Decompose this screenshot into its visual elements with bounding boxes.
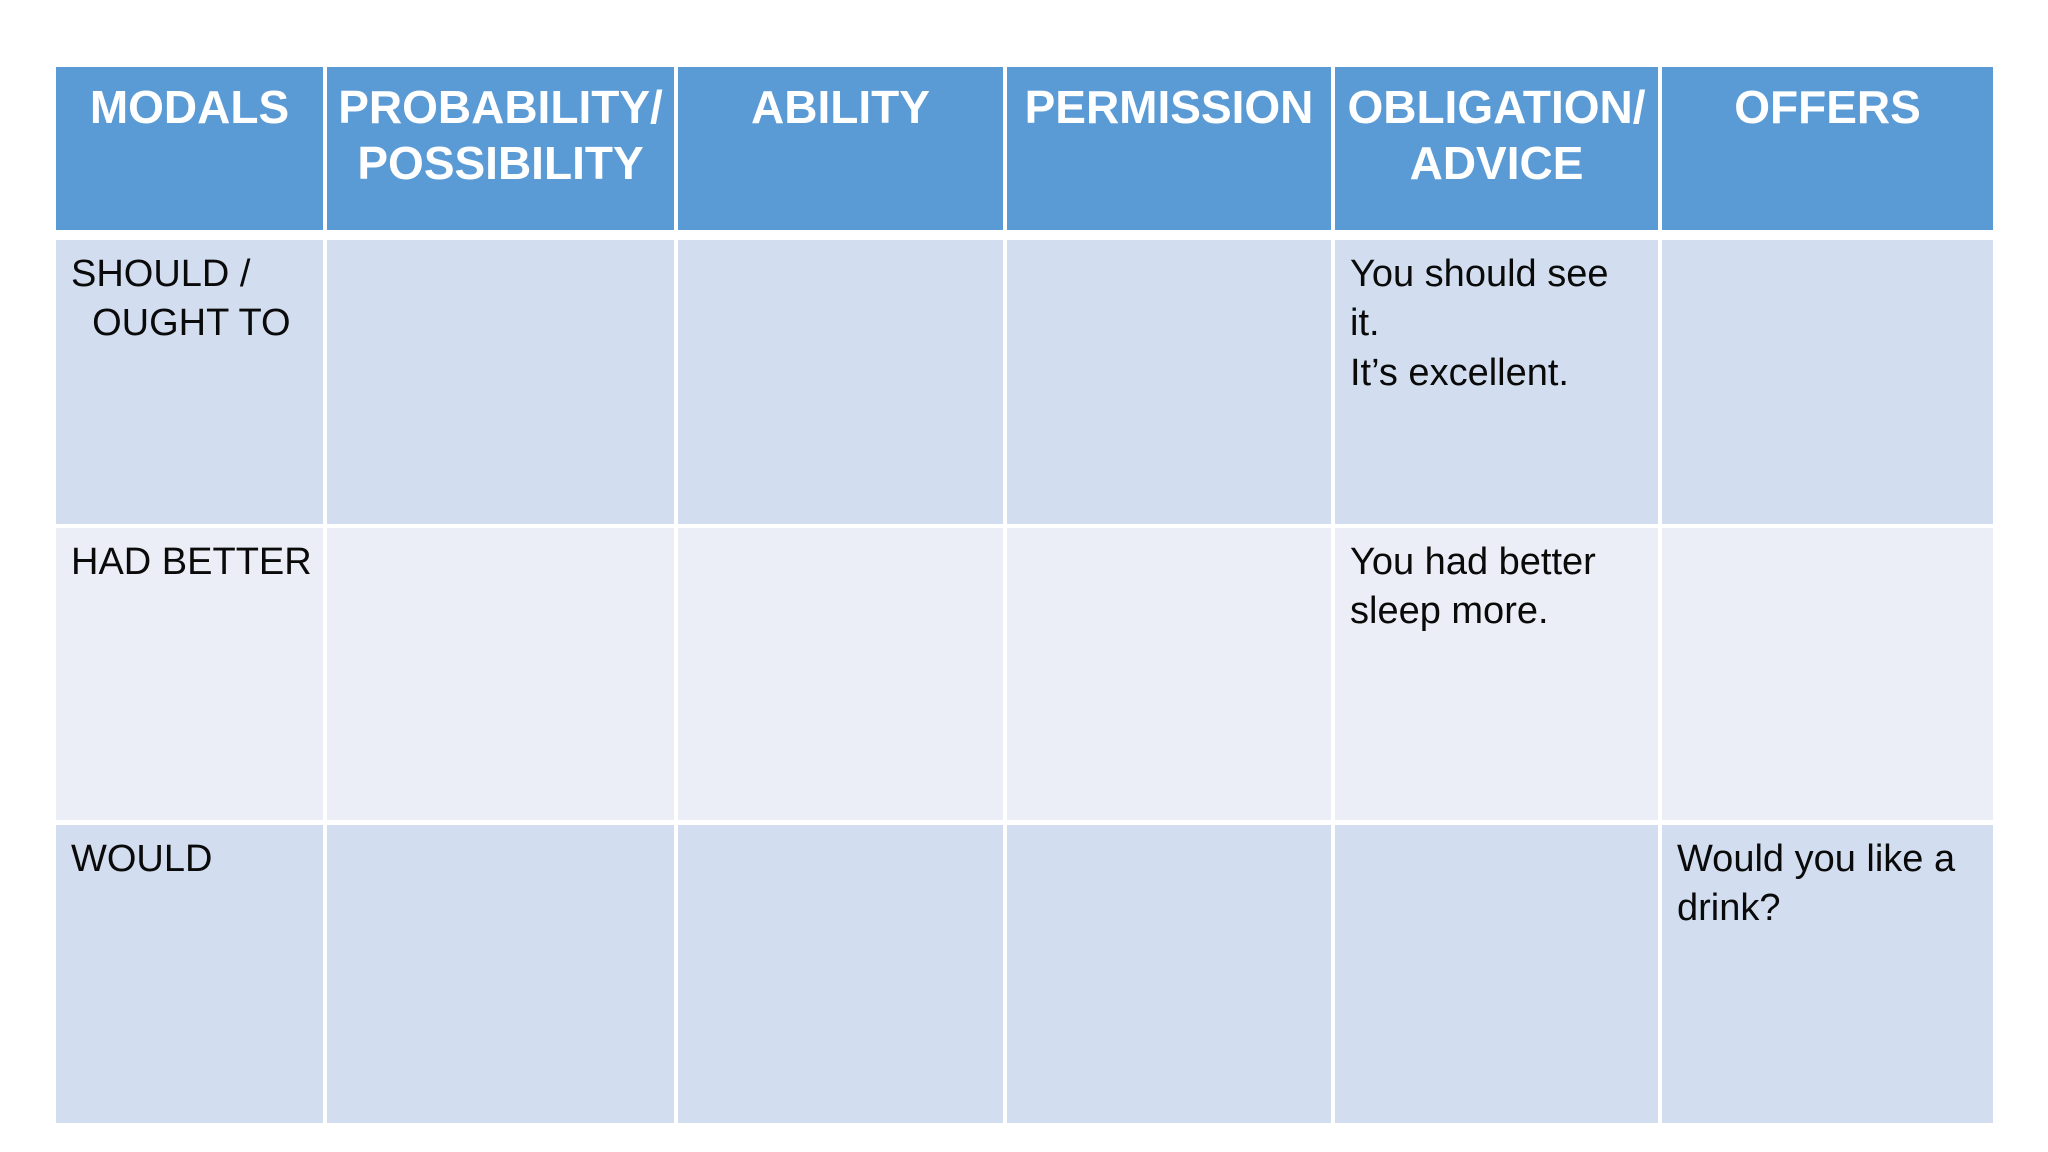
table-header-row: MODALS PROBABILITY/ POSSIBILITY ABILITY … <box>56 67 1993 240</box>
cell-hadbetter-probability <box>327 528 678 825</box>
cell-hadbetter-obligation: You had better sleep more. <box>1335 528 1662 825</box>
cell-hadbetter-ability <box>678 528 1007 825</box>
cell-should-probability <box>327 240 678 528</box>
table-row-had-better: HAD BETTER You had better sleep more. <box>56 528 1993 825</box>
table-row-would: WOULD Would you like a drink? <box>56 825 1993 1123</box>
cell-hadbetter-modal: HAD BETTER <box>56 528 327 825</box>
cell-should-modal: SHOULD / OUGHT TO <box>56 240 327 528</box>
cell-should-offers <box>1662 240 1993 528</box>
cell-would-obligation <box>1335 825 1662 1123</box>
modal-verbs-table: MODALS PROBABILITY/ POSSIBILITY ABILITY … <box>56 67 1993 1123</box>
cell-should-ability <box>678 240 1007 528</box>
table-row-should-ought-to: SHOULD / OUGHT TO You should see it. It’… <box>56 240 1993 528</box>
header-probability-possibility: PROBABILITY/ POSSIBILITY <box>327 67 678 240</box>
header-permission: PERMISSION <box>1007 67 1335 240</box>
cell-hadbetter-permission <box>1007 528 1335 825</box>
cell-would-offers: Would you like a drink? <box>1662 825 1993 1123</box>
header-ability: ABILITY <box>678 67 1007 240</box>
cell-should-permission <box>1007 240 1335 528</box>
cell-should-obligation: You should see it. It’s excellent. <box>1335 240 1662 528</box>
cell-would-permission <box>1007 825 1335 1123</box>
cell-would-ability <box>678 825 1007 1123</box>
cell-would-modal: WOULD <box>56 825 327 1123</box>
cell-hadbetter-offers <box>1662 528 1993 825</box>
header-obligation-advice: OBLIGATION/ ADVICE <box>1335 67 1662 240</box>
header-offers: OFFERS <box>1662 67 1993 240</box>
header-modals: MODALS <box>56 67 327 240</box>
cell-would-probability <box>327 825 678 1123</box>
